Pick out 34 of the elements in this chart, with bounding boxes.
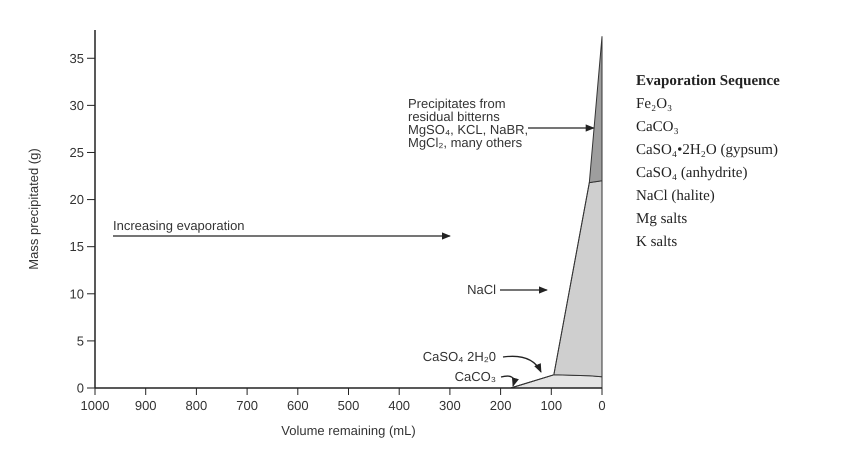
x-tick-label: 300 <box>439 398 461 413</box>
x-tick-label: 200 <box>490 398 512 413</box>
x-tick-label: 1000 <box>80 398 110 413</box>
text: CaCO₃ <box>636 119 679 135</box>
y-tick-label: 35 <box>70 50 84 66</box>
y-tick-label: 25 <box>70 145 84 160</box>
x-tick-label: 0 <box>598 398 606 413</box>
text: NaCl (halite) <box>636 188 715 204</box>
y-axis-title: Mass precipitated (g) <box>26 148 41 270</box>
text: CaSO₄•2H₂O (gypsum) <box>636 142 778 158</box>
x-tick-label: 500 <box>338 398 360 413</box>
text: K salts <box>636 234 678 250</box>
y-tick-label: 30 <box>70 98 84 113</box>
y-tick-label: 10 <box>70 286 84 302</box>
text: Fe₂O₃ <box>636 96 672 112</box>
y-tick-label: 0 <box>76 380 84 396</box>
x-tick-label: 100 <box>540 398 562 413</box>
x-tick-label: 700 <box>236 398 258 413</box>
annotation: CaSO₄ 2H₂0 <box>422 349 496 364</box>
annotation: Precipitates from residual bitterns MgSO₄, KCL, NaBR, MgCl₂, many others <box>408 96 528 150</box>
text: CaSO₄ (anhydrite) <box>636 165 748 181</box>
annotation: CaCO₃ <box>454 369 496 384</box>
y-tick-label: 5 <box>76 333 84 348</box>
y-tick-label: 20 <box>70 192 84 208</box>
x-tick-label: 400 <box>388 398 410 413</box>
text: Mg salts <box>636 211 688 227</box>
x-tick-label: 900 <box>134 398 157 413</box>
text: Evaporation Sequence <box>636 73 780 89</box>
annotation: NaCl <box>467 282 496 297</box>
x-tick-label: 600 <box>286 398 309 413</box>
x-tick-label: 800 <box>186 398 208 413</box>
y-tick-label: 15 <box>70 239 84 254</box>
x-axis-title: Volume remaining (mL) <box>281 423 416 438</box>
annotation: Increasing evaporation <box>113 218 245 233</box>
